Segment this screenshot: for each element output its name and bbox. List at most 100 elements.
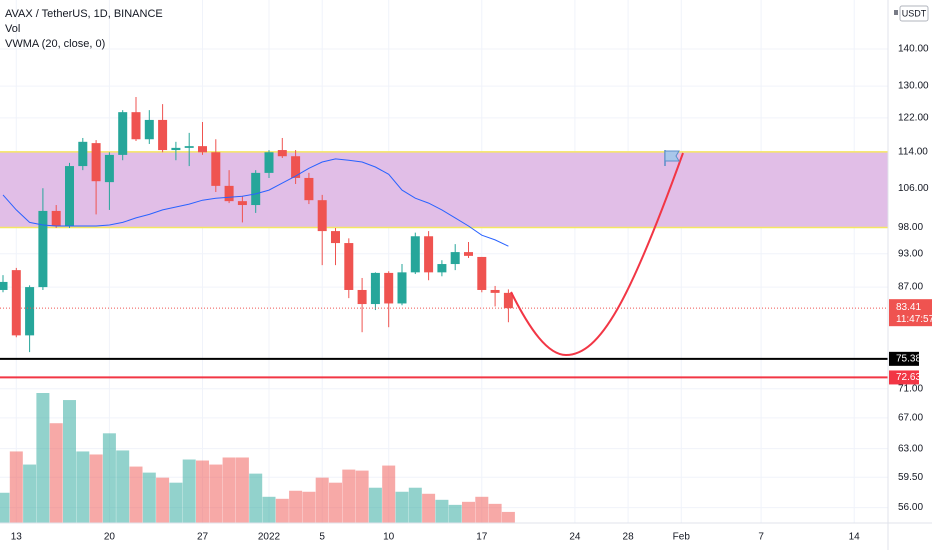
volume-bar	[235, 457, 249, 523]
candle-body	[344, 243, 354, 290]
zone	[0, 151, 888, 228]
x-tick-label: Feb	[673, 532, 691, 543]
volume-bar	[488, 503, 502, 523]
volume-bar	[462, 501, 475, 523]
volume-bar	[448, 504, 462, 523]
level-tag	[889, 351, 919, 366]
candle-body	[424, 236, 434, 273]
x-tick-label: 28	[623, 532, 635, 543]
currency-label: USDT	[902, 8, 927, 18]
candle-body	[144, 119, 154, 140]
candle-body	[171, 147, 181, 151]
last-price-tag	[889, 299, 932, 327]
candle-body	[51, 210, 61, 226]
candle-body	[490, 289, 500, 293]
volume-bar	[408, 487, 422, 523]
level-label: 72.63	[896, 372, 921, 383]
legend-vwma: VWMA (20, close, 0)	[5, 38, 105, 50]
currency-badge: USDT	[894, 5, 929, 22]
candle-body	[437, 264, 447, 273]
legend-volume: Vol	[5, 23, 20, 35]
volume-bar	[315, 477, 329, 523]
y-tick-label: 93.00	[898, 248, 923, 259]
y-tick-label: 63.00	[898, 443, 923, 454]
volume-bar	[142, 472, 156, 523]
volume-bar	[102, 433, 116, 523]
flag-icon	[664, 150, 680, 166]
candle-body	[11, 270, 21, 336]
candle-body	[198, 146, 207, 153]
volume-bar	[395, 491, 409, 523]
volume-bar	[63, 400, 76, 523]
candle-body	[65, 166, 74, 226]
candle-body	[25, 287, 35, 336]
volume-bar	[355, 470, 369, 523]
x-tick-label: 24	[569, 532, 581, 543]
candle-body	[211, 152, 221, 186]
volume-bar	[249, 473, 263, 523]
candle-body	[317, 200, 327, 232]
volume-bar	[501, 511, 515, 523]
y-tick-label: 130.00	[898, 81, 929, 92]
candle-body	[477, 256, 487, 290]
candle-body	[384, 272, 394, 304]
volume-bar	[0, 492, 10, 523]
candle-body	[291, 156, 301, 178]
volume-bar	[23, 464, 37, 523]
y-tick-label: 140.00	[898, 44, 929, 55]
grid	[0, 0, 888, 523]
level-label: 75.38	[896, 353, 921, 364]
candle-body	[370, 272, 380, 305]
candle-body	[503, 292, 513, 309]
candle-body	[158, 119, 168, 151]
y-tick-label: 87.00	[898, 282, 923, 293]
candle-body	[38, 210, 48, 288]
candle-body	[304, 177, 314, 201]
volume-bar	[329, 482, 342, 523]
vwma-line	[2, 158, 509, 247]
candle-body	[104, 154, 114, 183]
x-tick-label: 17	[476, 532, 488, 543]
y-tick-label: 106.00	[898, 183, 929, 194]
plot-area	[0, 96, 888, 523]
y-tick-label: 59.50	[898, 472, 923, 483]
legend-title: AVAX / TetherUS, 1D, BINANCE	[5, 8, 163, 20]
x-tick-label: 14	[849, 532, 861, 543]
volume-bar	[222, 457, 236, 523]
volume-bar	[156, 477, 170, 523]
candle-body	[264, 152, 274, 173]
candle-body	[277, 150, 287, 157]
x-tick-label: 10	[383, 532, 395, 543]
volume-bar	[475, 496, 489, 523]
volume-bar	[382, 465, 396, 523]
last-price-label: 83.41	[896, 302, 921, 313]
volume-bar	[422, 493, 436, 523]
volume-bar	[262, 496, 276, 523]
candle-body	[331, 231, 340, 244]
candle-body	[410, 236, 420, 273]
volume-bar	[116, 450, 130, 523]
candle-body	[357, 289, 367, 305]
x-tick-label: 13	[11, 532, 23, 543]
volume-bar	[435, 499, 449, 523]
candle-body	[78, 141, 88, 167]
volume-bar	[89, 454, 103, 523]
candle-body	[464, 252, 473, 256]
y-tick-label: 122.00	[898, 113, 929, 124]
volume-bar	[368, 487, 382, 523]
axes: 140.00 130.00 122.00 114.00 106.00 98.00 93.00…	[11, 44, 932, 543]
x-tick-label: 20	[104, 532, 116, 543]
candle-body	[118, 112, 128, 155]
volume-bar	[302, 491, 316, 523]
candle-body	[184, 146, 194, 148]
y-tick-label: 98.00	[898, 222, 923, 233]
x-tick-label: 5	[319, 532, 325, 543]
y-tick-label: 114.00	[898, 146, 928, 157]
x-tick-label: 2022	[258, 532, 281, 543]
candle-body	[237, 201, 247, 206]
volume-bar	[196, 460, 209, 523]
volume-bar	[129, 466, 143, 523]
volume-bar	[49, 423, 63, 523]
candle-body	[224, 185, 234, 202]
